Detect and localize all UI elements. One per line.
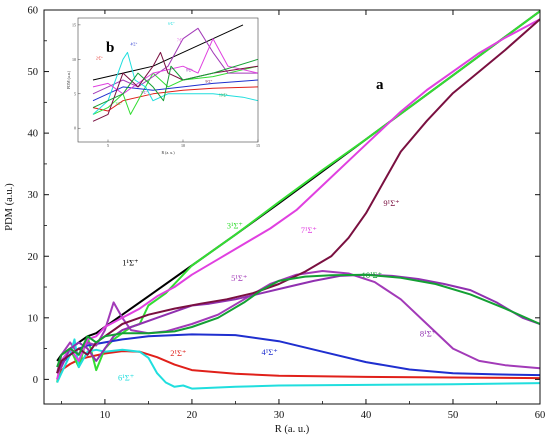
series-label-5: 5¹Σ⁺ [231,273,247,283]
series-line-5 [56,270,541,374]
inset-series-label: 2¹Σ⁺ [96,56,103,60]
series-label-1: 1¹Σ⁺ [122,258,138,268]
y-tick-label: 60 [28,6,39,17]
inset-series-label: 4¹Σ⁺ [131,43,138,47]
y-tick-label: 40 [28,129,39,140]
y-tick-label: 20 [28,252,39,263]
inset-series-label: 6¹Σ⁺ [168,22,175,26]
inset-y-ticks: 0 5 10 15 [72,22,81,131]
main-x-ticks: 10 20 30 40 50 60 [61,10,545,421]
inset-x-axis-title: R (a. u.) [161,150,175,155]
inset-y-tick-label: 10 [72,57,76,62]
main-plot-frame [43,9,541,405]
x-tick-label: 40 [361,410,372,421]
inset-series-label: 8¹Σ⁺ [186,69,193,73]
inset-series-line-6 [92,51,259,115]
y-tick-label: 10 [28,313,39,324]
inset-curve-labels: 2¹Σ⁺ 3¹Σ⁺ 4¹Σ⁺ 5¹Σ⁺ 6¹Σ⁺ 7¹Σ⁺ 8¹Σ⁺ 9¹Σ⁺ 10¹Σ⁺ [96,22,228,106]
inset-y-tick-label: 0 [74,126,76,131]
x-tick-label: 50 [448,410,459,421]
inset-x-ticks: 5 10 15 [107,139,260,148]
inset-y-tick-label: 15 [72,22,76,27]
inset-series-line-4 [92,79,259,102]
inset-x-tick-label: 10 [181,143,185,148]
main-curve-labels: 1¹Σ⁺ 2¹Σ⁺ 3¹Σ⁺ 4¹Σ⁺ 5¹Σ⁺ 6¹Σ⁺ 7¹Σ⁺ 8¹Σ⁺ 9¹Σ⁺ 10¹Σ… [118,198,436,383]
inset-x-tick-label: 15 [256,143,260,148]
series-label-3: 3¹Σ⁺ [227,221,243,231]
series-label-4: 4¹Σ⁺ [262,347,278,357]
y-tick-label: 30 [28,190,39,201]
series-line-10 [56,273,541,368]
panel-label-a: a [376,77,384,93]
inset-series-label: 5¹Σ⁺ [141,91,148,95]
inset-x-tick-label: 5 [107,143,109,148]
x-tick-label: 60 [535,410,546,421]
inset-y-tick-label: 5 [74,91,76,96]
series-label-2: 2¹Σ⁺ [170,348,186,358]
inset-series-line-2 [92,86,259,112]
x-axis-title: R (a. u.) [275,424,310,435]
inset-series-line-5 [92,27,258,95]
series-line-6 [56,338,541,390]
inset-series-line-7 [92,38,259,95]
inset-series-label: 3¹Σ⁺ [116,102,123,106]
y-axis-title: PDM (a.u.) [4,183,15,231]
inset-series-line-9 [92,58,259,109]
x-tick-label: 20 [187,410,198,421]
series-line-8 [56,273,541,374]
inset-y-axis-title: PDM (a.u.) [66,70,71,89]
inset-series-label: 7¹Σ⁺ [177,38,184,42]
main-curves [56,10,541,390]
series-label-8: 8¹Σ⁺ [420,328,436,338]
y-tick-label: 50 [28,67,39,78]
inset-series-label: 9¹Σ⁺ [206,80,213,84]
x-tick-label: 10 [100,410,111,421]
inset-panel: 5 10 15 0 5 10 15 2¹Σ⁺ 3¹Σ⁺ 4¹Σ⁺ 5¹Σ⁺ 6¹Σ⁺ 7¹Σ⁺ 8¹Σ… [64,14,262,160]
inset-series-label: 10¹Σ⁺ [219,94,228,98]
series-label-10: 10¹Σ⁺ [362,270,382,280]
x-tick-label: 30 [274,410,285,421]
series-line-7 [56,18,541,380]
inset-plot-frame [77,17,259,143]
inset-background [64,14,262,160]
series-label-7: 7¹Σ⁺ [301,225,317,235]
inset-curves [92,24,259,122]
series-line-9 [56,18,541,374]
series-label-9: 9¹Σ⁺ [383,198,399,208]
panel-label-b: b [106,40,114,56]
series-label-6: 6¹Σ⁺ [118,373,134,383]
y-tick-label: 0 [33,375,38,386]
